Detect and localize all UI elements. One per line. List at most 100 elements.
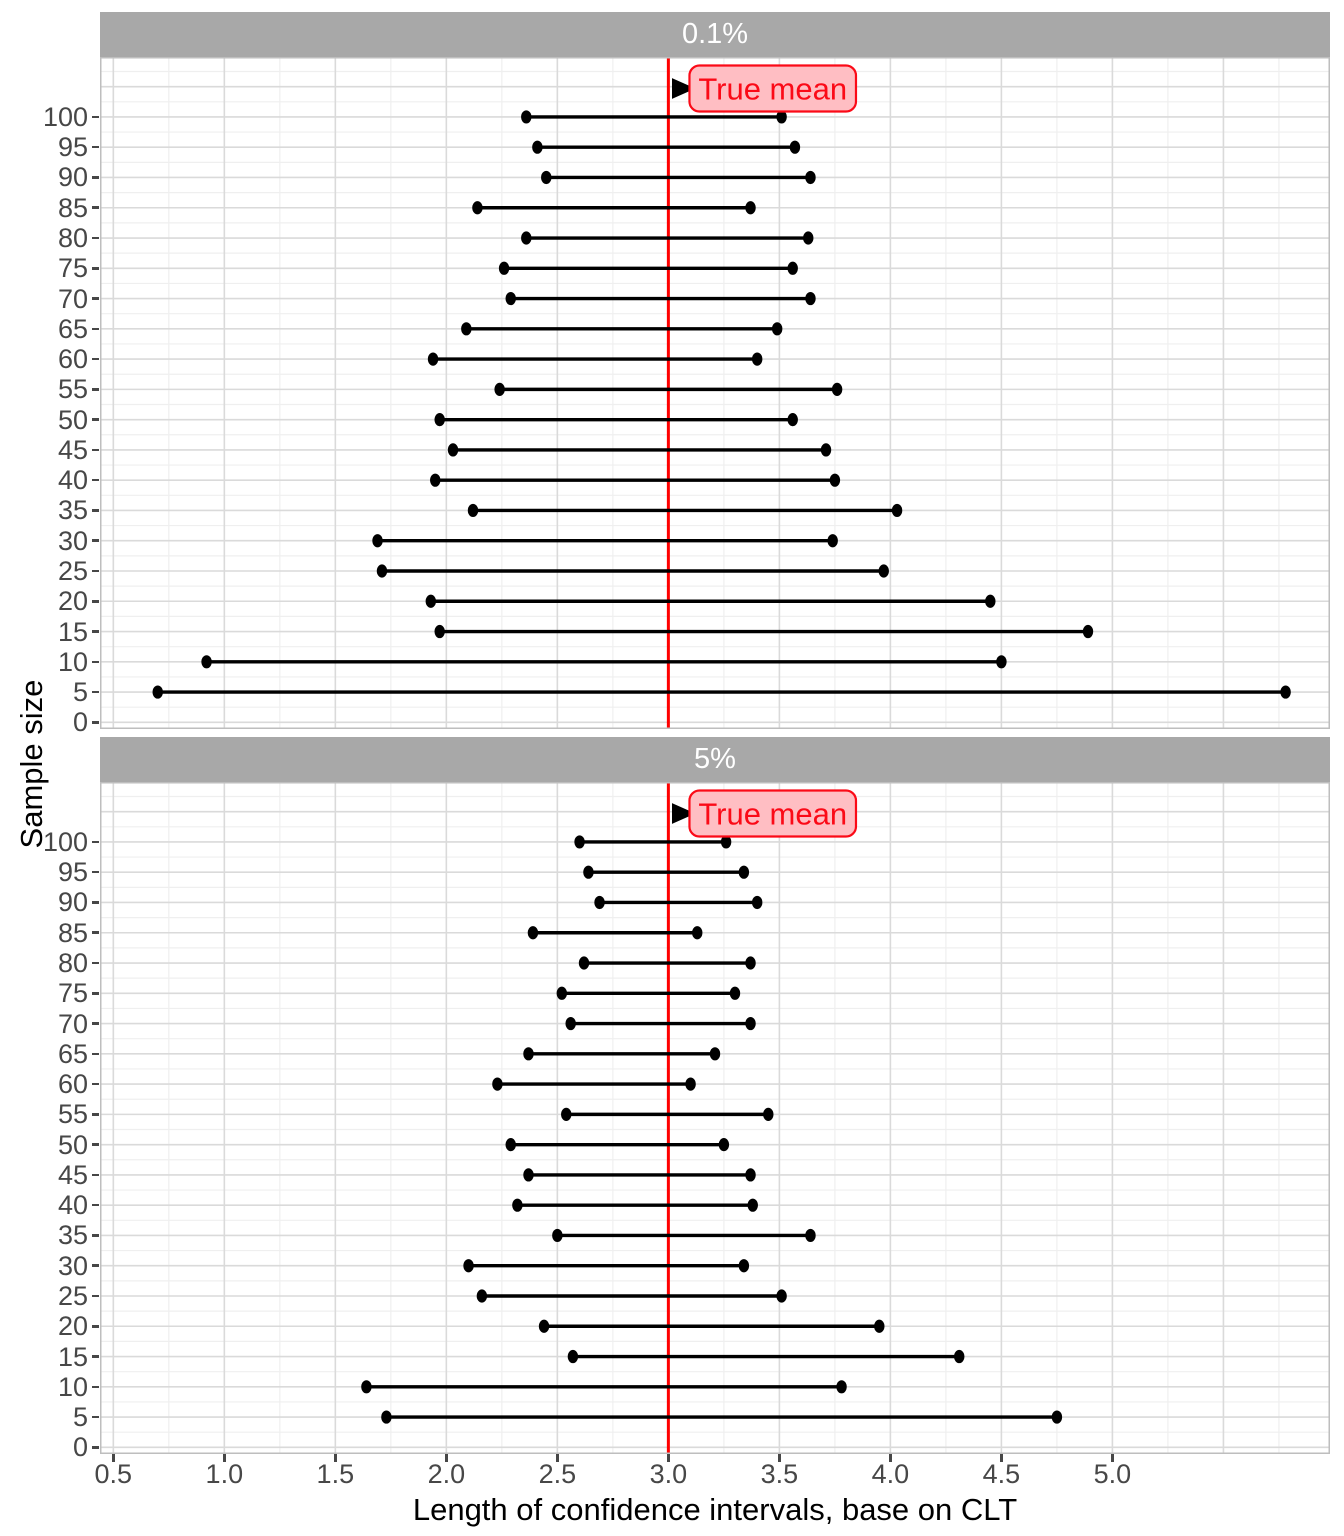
x-tick-mark	[778, 1454, 781, 1462]
y-tick-label: 0	[72, 707, 88, 738]
interval-endpoint-low	[492, 1077, 503, 1091]
x-tick-mark	[445, 1454, 448, 1462]
interval-endpoint-low	[552, 1228, 563, 1243]
x-tick-mark	[1111, 1454, 1114, 1462]
true-mean-label: True mean	[698, 71, 847, 106]
x-tick-label: 3.0	[649, 1459, 688, 1489]
y-tick-label: 15	[57, 1341, 88, 1372]
interval-endpoint-high	[829, 473, 841, 487]
interval-row-n-40	[512, 1198, 758, 1212]
interval-row-n-30	[372, 534, 838, 548]
y-tick-mark	[92, 992, 99, 995]
interval-row-n-80	[521, 231, 814, 245]
y-tick-mark	[92, 870, 99, 874]
y-tick-mark	[92, 660, 99, 664]
interval-endpoint-high	[1280, 685, 1291, 699]
interval-endpoint-high	[685, 1077, 696, 1091]
y-tick-mark	[92, 297, 99, 300]
x-tick-mark	[334, 1454, 337, 1462]
interval-row-n-75	[556, 986, 741, 1000]
interval-endpoint-high	[745, 1168, 756, 1182]
y-tick-mark	[92, 1385, 99, 1389]
interval-endpoint-low	[494, 382, 505, 396]
interval-row-n-10	[361, 1380, 847, 1394]
interval-row-n-85	[472, 201, 756, 215]
interval-endpoint-low	[498, 261, 510, 275]
interval-endpoint-low	[376, 564, 388, 578]
y-tick-label: 80	[57, 948, 88, 979]
interval-endpoint-high	[747, 1198, 758, 1212]
y-tick-mark	[92, 1082, 99, 1086]
interval-endpoint-high	[803, 231, 814, 245]
interval-endpoint-high	[1082, 624, 1094, 639]
interval-endpoint-low	[461, 322, 472, 336]
interval-row-n-60	[427, 352, 763, 366]
y-tick-label: 35	[57, 495, 88, 526]
x-tick-label: 4.5	[982, 1459, 1021, 1489]
interval-endpoint-high	[729, 986, 741, 1000]
y-tick-mark	[92, 721, 99, 724]
interval-row-n-90	[594, 895, 763, 910]
interval-row-n-100	[574, 835, 732, 849]
y-tick-label: 25	[57, 555, 88, 586]
interval-endpoint-high	[776, 110, 787, 124]
y-tick-label: 100	[42, 826, 88, 857]
y-tick-label: 50	[57, 404, 88, 435]
y-tick-mark	[92, 509, 99, 512]
interval-endpoint-high	[692, 926, 703, 940]
y-tick-mark	[92, 115, 99, 119]
interval-row-n-25	[376, 564, 889, 578]
y-tick-label: 100	[42, 101, 88, 132]
interval-endpoint-low	[152, 685, 163, 699]
y-tick-label: 40	[57, 465, 88, 496]
y-tick-label: 55	[57, 374, 88, 405]
y-tick-mark	[92, 630, 99, 633]
interval-rows	[152, 110, 1291, 699]
interval-endpoint-high	[751, 352, 763, 366]
interval-row-n-70	[565, 1016, 756, 1031]
interval-endpoint-low	[467, 503, 479, 518]
y-tick-label: 10	[57, 1371, 88, 1402]
y-tick-label: 75	[57, 978, 88, 1009]
y-tick-mark	[92, 1203, 99, 1207]
interval-endpoint-high	[831, 382, 843, 396]
true-mean-label-box	[688, 789, 858, 838]
interval-row-n-85	[527, 926, 703, 940]
interval-endpoint-low	[463, 1259, 474, 1273]
y-tick-mark	[92, 1264, 99, 1267]
y-tick-label: 95	[57, 857, 88, 888]
y-tick-label: 20	[57, 1311, 88, 1342]
interval-endpoint-high	[805, 1228, 816, 1243]
y-tick-mark	[92, 1325, 99, 1328]
panel-0.1-percent: True mean	[100, 57, 1330, 729]
interval-row-n-55	[561, 1107, 774, 1121]
y-tick-mark	[92, 901, 99, 904]
interval-endpoint-high	[763, 1107, 774, 1121]
y-tick-mark	[92, 1234, 99, 1237]
interval-endpoint-high	[805, 170, 816, 185]
interval-endpoint-low	[538, 1319, 550, 1333]
interval-endpoint-low	[523, 1047, 534, 1061]
x-tick-label: 0.5	[94, 1459, 133, 1489]
y-tick-label: 90	[57, 887, 88, 918]
y-tick-mark	[92, 478, 99, 482]
interval-endpoint-low	[512, 1198, 523, 1212]
interval-row-n-30	[463, 1259, 750, 1273]
y-tick-mark	[92, 388, 99, 391]
y-tick-mark	[92, 569, 99, 573]
y-tick-label: 90	[57, 162, 88, 193]
x-tick-label: 2.5	[538, 1459, 577, 1489]
interval-endpoint-low	[556, 986, 568, 1000]
y-tick-mark	[92, 961, 99, 965]
interval-endpoint-low	[201, 655, 212, 669]
y-tick-mark	[92, 327, 99, 331]
y-tick-label: 30	[57, 525, 88, 556]
y-tick-label: 30	[57, 1250, 88, 1281]
interval-endpoint-high	[745, 201, 756, 215]
y-tick-label: 15	[57, 616, 88, 647]
interval-row-n-5	[381, 1410, 1063, 1424]
facet-label: 5%	[694, 743, 736, 775]
y-tick-mark	[92, 840, 99, 844]
y-tick-label: 35	[57, 1220, 88, 1251]
